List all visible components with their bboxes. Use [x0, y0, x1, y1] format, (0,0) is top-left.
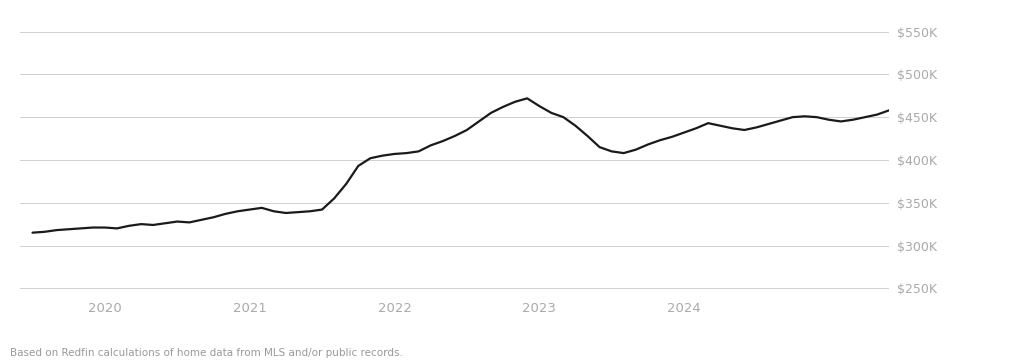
- Text: Based on Redfin calculations of home data from MLS and/or public records.: Based on Redfin calculations of home dat…: [10, 348, 403, 358]
